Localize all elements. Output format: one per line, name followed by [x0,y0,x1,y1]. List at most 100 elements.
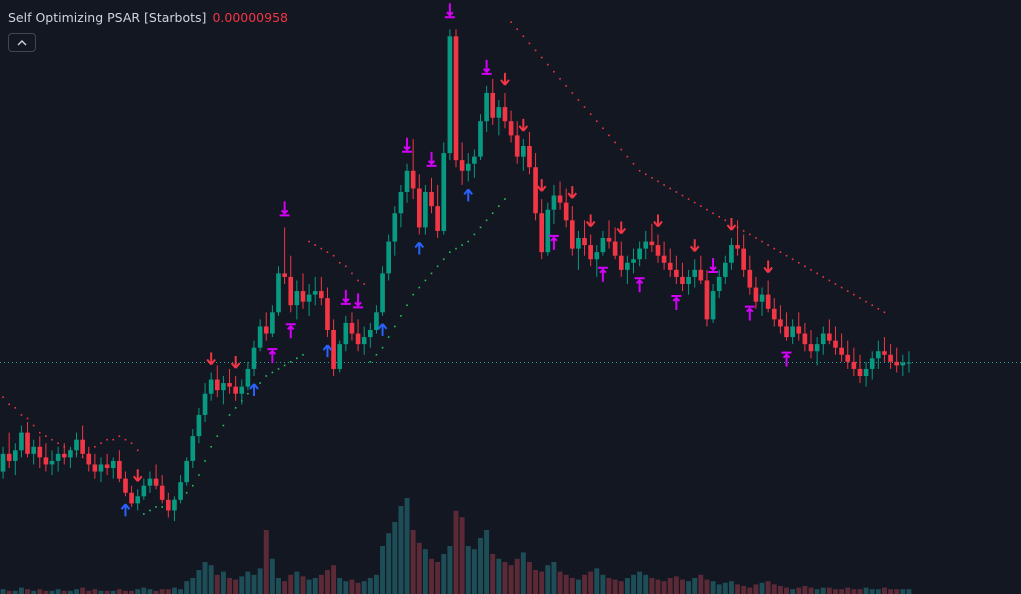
exit-long-arrow [708,258,719,273]
candle-body [92,464,98,472]
volume-bar [655,579,661,594]
psar-dot [185,491,188,494]
candle-body [294,291,300,306]
psar-dot [583,106,586,108]
psar-dot [8,403,10,406]
candle-body [80,439,85,454]
candle-body [416,188,422,228]
volume-bar [594,568,600,594]
psar-dot [687,198,690,200]
candle-body [6,453,12,461]
candle-body [25,432,30,454]
candle-body [643,241,649,249]
sell-arrow [132,469,143,482]
candle-body [86,453,92,465]
candle-body [392,213,398,242]
candle-body [704,280,710,320]
volume-bar [269,558,275,594]
candle-body [600,238,606,253]
candle-body [367,330,373,338]
volume-bar [575,579,581,594]
candle-body [257,326,263,348]
candle-body [820,333,826,345]
volume-bar [857,589,863,594]
psar-dot [302,353,304,356]
psar-dot [14,407,17,409]
volume-bar [343,581,349,594]
candle-body [661,255,667,263]
candle-body [692,269,698,277]
volume-bar [863,587,869,594]
psar-dot [767,244,769,246]
psar-dot [277,368,280,370]
psar-dot [663,184,665,186]
psar-dot [491,212,494,215]
psar-dot [485,219,488,222]
volume-bar [129,590,135,594]
psar-dot [804,265,806,268]
volume-bar [392,522,398,594]
volume-bar [851,589,857,594]
volume-bar [141,587,147,594]
candle-body [165,499,171,511]
psar-dot [785,254,788,257]
indicator-name[interactable]: Self Optimizing PSAR [Starbots] [8,10,207,25]
volume-bar [190,578,196,594]
psar-dot [234,407,237,409]
candle-body [453,36,459,161]
candle-body [184,460,190,483]
sell-arrow [567,186,578,199]
volume-bar [882,587,887,594]
psar-dot [657,180,659,183]
volume-bar [502,562,508,594]
exit-long-arrow [279,201,290,217]
candle-body [178,482,183,500]
volume-bar [6,590,12,594]
candle-body [337,344,343,369]
exit-long-arrow [426,151,437,167]
volume-bar [826,587,832,594]
volume-bar [692,578,698,594]
candle-body [502,107,508,122]
candle-body [153,478,159,486]
psar-dot [338,261,341,264]
volume-bar [765,581,771,594]
candle-body [722,262,728,277]
psar-dot [669,187,672,190]
sell-arrow [585,214,596,228]
volume-bar [367,578,373,594]
volume-bar [784,587,789,594]
sell-arrow [689,239,700,252]
volume-bar [888,589,894,594]
volume-bar [355,582,361,594]
candle-body [319,291,324,299]
volume-bar [759,582,765,594]
collapse-legend-button[interactable] [8,33,36,52]
psar-dot [442,258,445,261]
volume-bar [31,590,37,594]
candle-body [649,241,655,246]
volume-bar [667,578,673,594]
volume-bar [771,584,777,594]
indicator-legend: Self Optimizing PSAR [Starbots] 0.0000095… [8,10,288,25]
psar-dot [828,279,831,282]
candle-body [557,195,563,203]
volume-bar [661,581,667,594]
psar-dot [363,283,365,285]
candle-body [288,276,294,306]
candle-body [606,238,612,242]
candle-body [343,322,349,345]
candle-body [49,460,55,465]
volume-bar [55,589,61,594]
buy-arrow [414,241,425,255]
sell-arrow [536,179,547,192]
volume-bar [527,562,532,594]
sell-arrow [518,118,529,132]
volume-bar [184,581,190,594]
volume-bar [777,586,783,594]
candle-body [882,351,887,355]
volume-bar [306,579,312,594]
candle-body [98,464,104,472]
psar-dot [589,113,592,115]
